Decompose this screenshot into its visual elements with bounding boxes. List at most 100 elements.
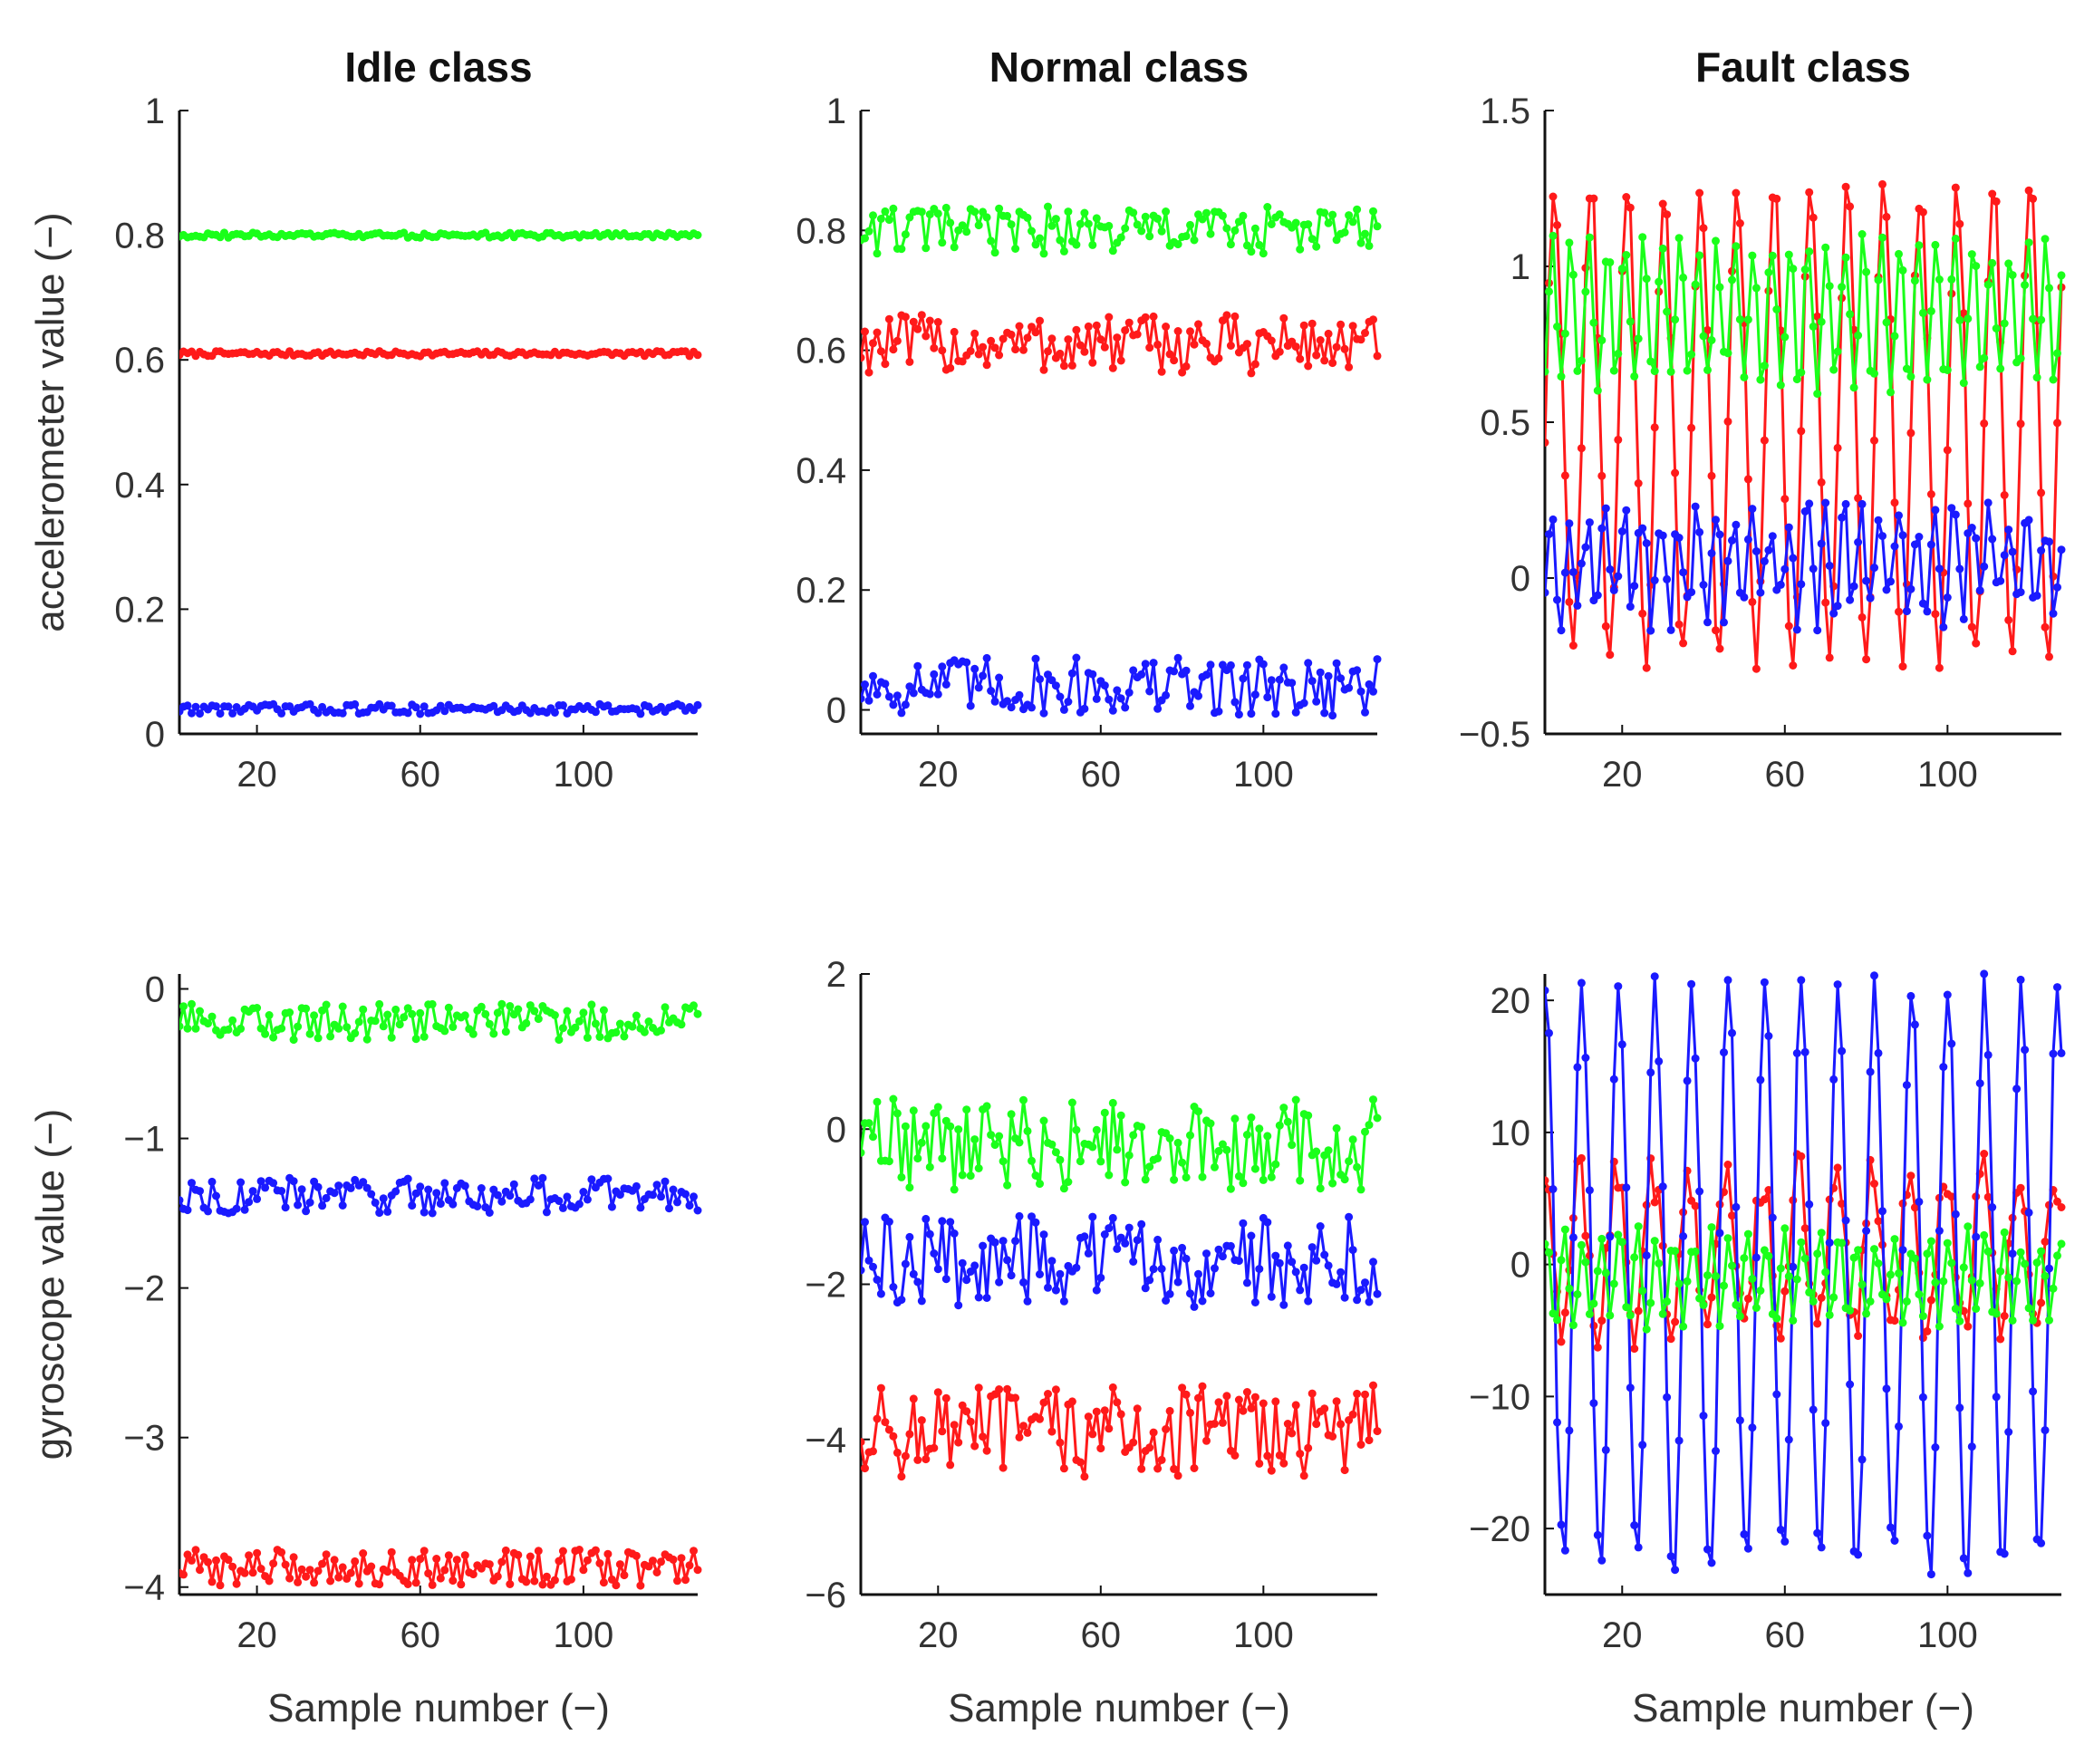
data-point-x <box>1809 213 1818 222</box>
data-point-y <box>1088 670 1097 679</box>
data-point-x <box>354 1579 363 1588</box>
data-point-y <box>1356 687 1365 696</box>
data-point-x <box>269 1559 278 1568</box>
data-point-y <box>1560 1546 1569 1555</box>
data-point-x <box>1658 199 1667 208</box>
x-tick-label: 60 <box>1081 1615 1122 1655</box>
data-point-x <box>1797 427 1806 436</box>
data-point-z <box>351 1029 360 1037</box>
data-point-z <box>1239 1179 1248 1188</box>
data-point-z <box>395 1020 404 1029</box>
data-point-y <box>1369 1258 1377 1267</box>
data-point-y <box>322 1193 331 1202</box>
data-point-x <box>1784 622 1793 631</box>
data-point-z <box>1780 333 1790 342</box>
data-point-z <box>2037 1247 2046 1256</box>
data-point-x <box>657 1557 665 1566</box>
data-point-z <box>1023 1126 1032 1135</box>
y-tick-label: −4 <box>805 1421 846 1460</box>
data-point-y <box>1593 1530 1602 1539</box>
data-point-x <box>240 1568 249 1577</box>
data-point-z <box>640 1027 649 1036</box>
data-point-y <box>1373 1289 1382 1298</box>
data-point-z <box>1955 315 1964 324</box>
data-point-z <box>1263 1132 1272 1141</box>
data-point-y <box>941 1275 951 1284</box>
data-point-x <box>1910 1203 1919 1212</box>
data-point-z <box>1304 1111 1313 1120</box>
data-point-z <box>922 1122 931 1131</box>
data-point-y <box>1121 703 1130 712</box>
data-point-y <box>1975 1079 1984 1088</box>
data-point-x <box>669 1555 678 1564</box>
data-point-z <box>1007 1110 1016 1119</box>
data-point-x <box>995 1385 1004 1393</box>
data-point-z <box>1202 208 1211 217</box>
data-point-y <box>1271 1251 1280 1260</box>
data-point-x <box>1923 1326 1932 1335</box>
data-point-x <box>1838 1200 1847 1209</box>
data-point-y <box>941 680 951 689</box>
data-point-y <box>636 1203 645 1212</box>
data-point-z <box>930 1109 939 1118</box>
data-point-y <box>1170 667 1179 676</box>
data-point-y <box>1666 625 1675 634</box>
data-point-z <box>1825 282 1834 291</box>
data-point-z <box>1655 1259 1664 1268</box>
data-point-y <box>2004 1428 2013 1436</box>
data-point-y <box>1626 1383 1635 1393</box>
data-point-z <box>1356 1185 1365 1194</box>
data-point-y <box>1910 540 1919 549</box>
data-point-x <box>1267 1466 1276 1475</box>
data-point-x <box>207 1577 217 1586</box>
data-point-y <box>690 1192 698 1201</box>
data-point-y <box>1825 1239 1834 1248</box>
data-point-y <box>1279 1300 1288 1309</box>
data-point-x <box>690 1547 698 1556</box>
data-point-x <box>1870 436 1878 445</box>
data-point-z <box>1805 247 1814 256</box>
data-point-y <box>2037 1538 2046 1547</box>
data-point-y <box>1720 618 1728 627</box>
data-point-z <box>411 1035 420 1044</box>
data-point-y <box>1226 1241 1235 1250</box>
data-point-y <box>946 1218 955 1227</box>
data-point-y <box>607 1202 616 1211</box>
data-point-z <box>1695 251 1704 260</box>
data-point-y <box>873 690 882 699</box>
data-point-z <box>2053 1251 2061 1260</box>
data-point-y <box>236 1178 246 1187</box>
data-point-y <box>979 1241 988 1250</box>
data-point-y <box>1039 1230 1048 1239</box>
data-point-x <box>946 1460 955 1470</box>
data-point-z <box>1560 329 1569 338</box>
data-point-y <box>1369 687 1377 696</box>
data-point-x <box>1841 182 1850 191</box>
data-point-x <box>1545 438 1549 447</box>
data-point-z <box>1756 1287 1765 1295</box>
data-point-x <box>1833 443 1842 452</box>
y-tick-label: 0.8 <box>796 211 846 251</box>
data-point-y <box>232 1204 241 1213</box>
data-point-z <box>1658 244 1667 253</box>
data-point-z <box>884 1157 893 1166</box>
data-point-y <box>1565 519 1574 528</box>
data-point-z <box>869 1133 877 1142</box>
data-point-z <box>1100 1108 1109 1117</box>
data-point-y <box>1642 539 1651 548</box>
data-point-y <box>958 1258 967 1268</box>
data-point-x <box>1320 1404 1329 1413</box>
data-point-x <box>428 1580 437 1589</box>
data-point-z <box>1545 287 1553 296</box>
data-point-y <box>1638 524 1647 533</box>
data-point-x <box>256 1565 265 1573</box>
data-point-y <box>1707 549 1716 558</box>
data-point-x <box>685 1561 694 1570</box>
data-point-x <box>1067 361 1076 370</box>
data-point-y <box>1606 565 1615 574</box>
data-point-z <box>1926 306 1935 315</box>
data-point-x <box>1072 325 1081 334</box>
data-point-x <box>452 1556 461 1565</box>
data-point-x <box>343 1574 352 1583</box>
y-tick-label: 0 <box>1510 559 1530 599</box>
